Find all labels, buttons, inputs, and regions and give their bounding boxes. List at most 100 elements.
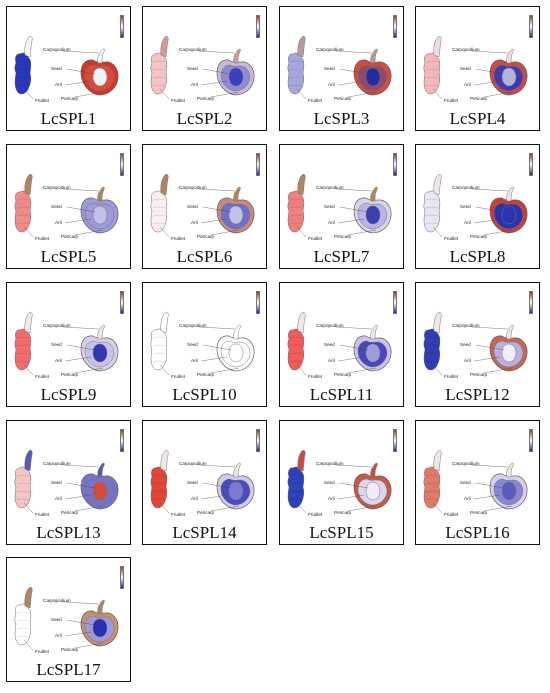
fruitlet [423,466,441,509]
fruitlet-label: Fruitlet [171,374,186,379]
fruitlet-segment [16,68,30,71]
fruitlet-label: Fruitlet [35,374,50,379]
fruitlet [287,328,305,371]
pericarp-leader [210,91,240,98]
fruitlet-segment [152,198,166,201]
fruit-diagram: Carpopodium Seed Aril Fruitlet Pericarp [14,586,119,654]
expression-panel: Carpopodium Seed Aril Fruitlet Pericarp LcSPL… [142,6,267,131]
fruitlet-shape [423,190,441,233]
fruit-diagram: Carpopodium Seed Aril Fruitlet Pericarp [287,311,392,379]
seed-leader [475,68,505,75]
carpopodium-label: Carpopodium [43,185,71,190]
pericarp-label: Pericarp [334,510,352,515]
fruitlet [287,52,305,95]
fruitlet-shape [287,466,305,509]
carpopodium-stalk-left [297,173,306,196]
seed-label: Seed [324,204,335,209]
color-scale-bar [120,566,124,589]
aril-label: Aril [464,496,471,501]
pericarp-leader [210,505,240,512]
pericarp-label: Pericarp [334,234,352,239]
panel-title: LcSPL8 [449,247,506,266]
carpopodium-leader [335,326,373,330]
fruitlet-shape [287,328,305,371]
fruitlet-segment [289,498,303,501]
color-scale-bar [393,429,397,452]
pericarp-label: Pericarp [61,234,79,239]
carpopodium-label: Carpopodium [316,461,344,466]
panel-title: LcSPL11 [309,385,374,404]
seed-leader [66,482,96,489]
carpopodium-leader [335,188,373,192]
seed-shape [228,343,244,363]
carpopodium-leader [335,50,373,54]
seed-label: Seed [460,480,471,485]
seed-label: Seed [187,204,198,209]
fruitlet-segment [425,498,439,501]
carpopodium-leader [62,601,100,605]
seed-leader [339,482,369,489]
fruitlet-segment [289,482,303,485]
seed-shape [92,205,108,225]
fruitlet-segment [152,214,166,217]
fruit-diagram: Carpopodium Seed Aril Fruitlet Pericarp [150,173,255,241]
panel-title: LcSPL13 [36,523,101,542]
fruitlet [14,52,32,95]
carpopodium-stalk-left [433,173,442,196]
fruitlet-shape [14,466,32,509]
aril-label: Aril [55,358,62,363]
carpopodium-shape [370,186,378,202]
color-scale-bar [529,153,533,176]
seed-label: Seed [460,66,471,71]
fruitlet-segment [152,68,166,71]
fruitlet-shape [14,190,32,233]
fruitlet-leader [159,88,170,100]
pericarp-label: Pericarp [197,234,215,239]
seed-shape [365,343,381,363]
pericarp-leader [74,505,104,512]
seed-label: Seed [460,342,471,347]
carpopodium-stalk-left [160,311,169,334]
fruitlet-segment [289,198,303,201]
seed-leader [339,68,369,75]
color-scale-bar [393,153,397,176]
fruitlet-shape [423,328,441,371]
fruitlet-segment [152,474,166,477]
fruitlet-segment [289,68,303,71]
expression-panel: Carpopodium Seed Aril Fruitlet Pericarp LcSPL… [415,282,540,407]
fruitlet-segment [425,344,439,347]
expression-panel: Carpopodium Seed Aril Fruitlet Pericarp LcSPL… [415,420,540,545]
carpopodium-shape [370,48,378,64]
aril-leader [64,494,92,500]
fruitlet-segment [289,474,303,477]
color-scale-bar [529,291,533,314]
seed-shape [92,481,108,501]
fruitlet-leader [23,639,34,651]
fruitlet-segment [289,352,303,355]
fruitlet-label: Fruitlet [308,98,323,103]
aril-leader [200,494,228,500]
pericarp-leader [347,367,377,374]
carpopodium-label: Carpopodium [316,323,344,328]
fruit-diagram: Carpopodium Seed Aril Fruitlet Pericarp [423,35,528,103]
aril-leader [64,356,92,362]
fruitlet-segment [425,68,439,71]
fruitlet-segment [16,619,30,622]
fruitlet-segment [425,474,439,477]
aril-label: Aril [191,496,198,501]
seed-label: Seed [51,480,62,485]
fruitlet-segment [289,336,303,339]
fruitlet-shape [150,190,168,233]
carpopodium-shape [233,48,241,64]
aril-leader [337,356,365,362]
aril-label: Aril [55,220,62,225]
fruitlet-segment [425,222,439,225]
seed-leader [66,206,96,213]
carpopodium-shape [506,48,514,64]
aril-leader [200,218,228,224]
carpopodium-leader [471,50,509,54]
carpopodium-shape [97,48,105,64]
pericarp-label: Pericarp [470,510,488,515]
carpopodium-stalk-left [160,449,169,472]
seed-label: Seed [51,66,62,71]
